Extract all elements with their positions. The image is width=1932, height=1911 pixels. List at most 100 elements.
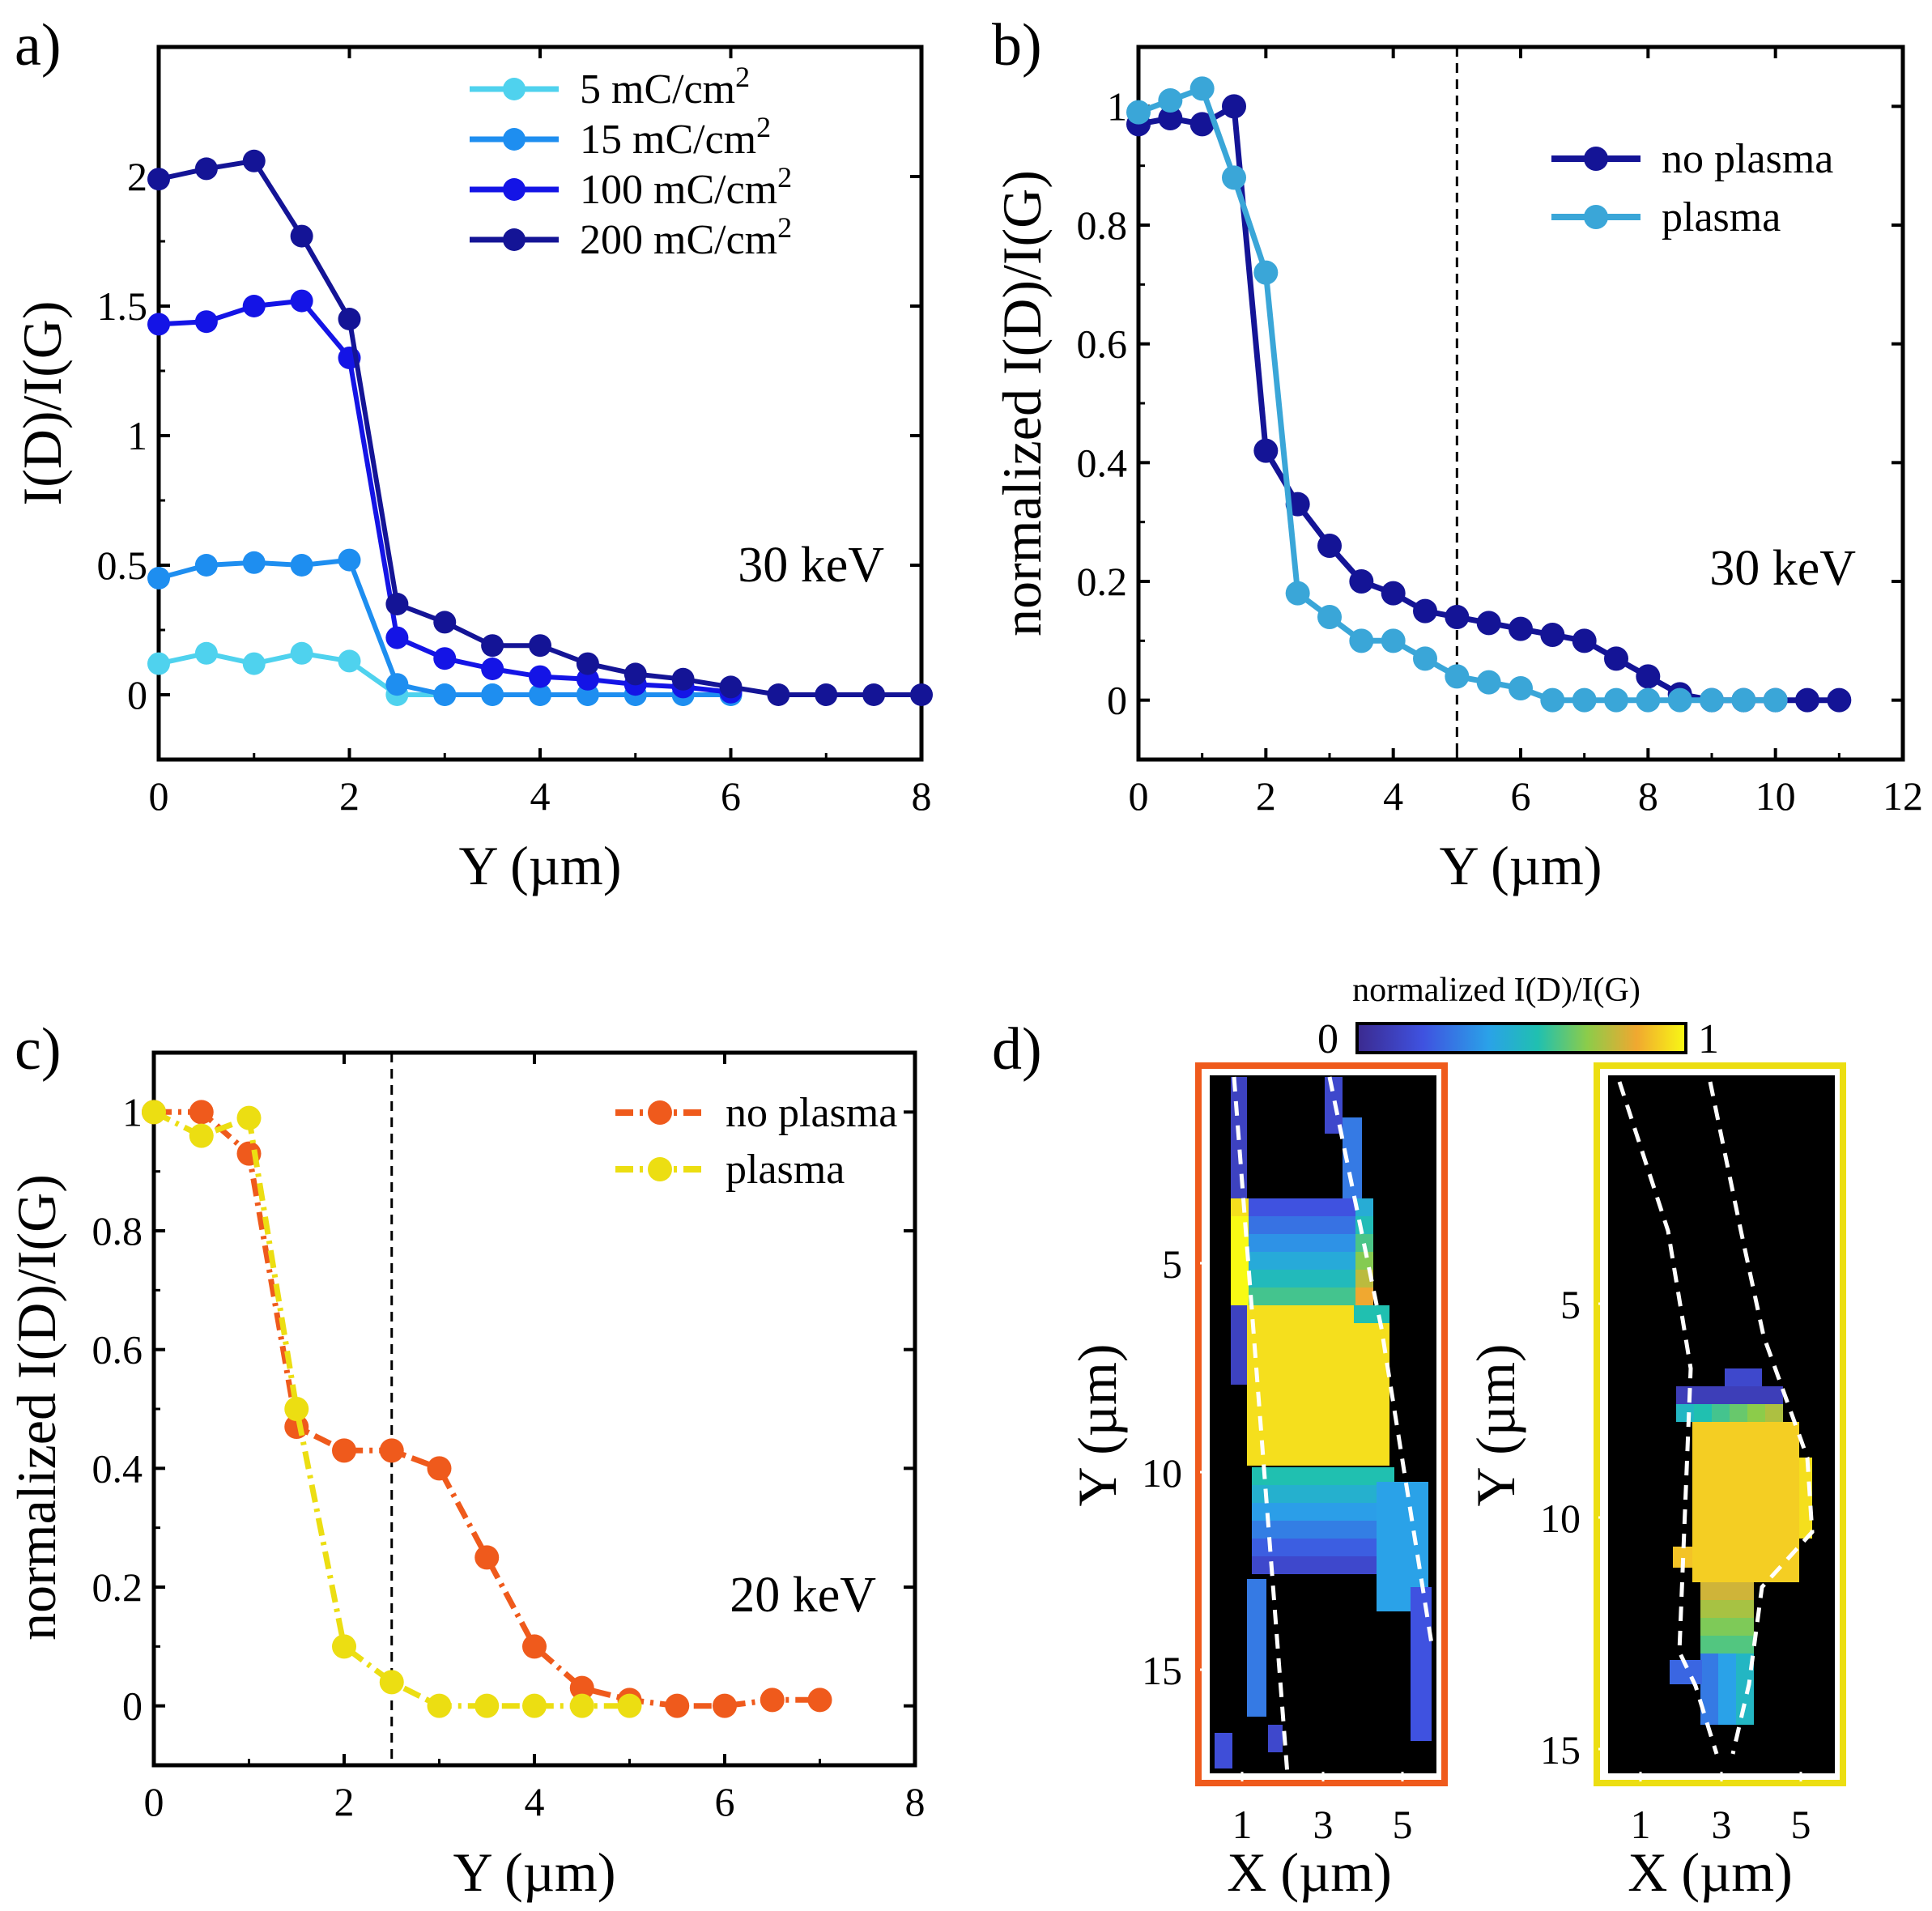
map-cell	[1736, 1636, 1754, 1654]
data-point	[433, 683, 457, 706]
data-point	[576, 683, 599, 706]
map-cell	[1341, 1503, 1359, 1521]
map-cell	[1746, 1511, 1764, 1529]
map-cell	[1338, 1198, 1355, 1216]
map-1-ylabel: Y (µm)	[1066, 1344, 1128, 1507]
data-point	[1189, 76, 1215, 101]
map-cell	[1231, 1252, 1249, 1270]
map-cell	[1284, 1216, 1302, 1234]
x-tick-label: 2	[339, 773, 360, 819]
map-1-edge-left	[1232, 1076, 1290, 1776]
data-point	[147, 567, 170, 589]
legend-label: plasma	[726, 1147, 845, 1193]
series-line-plasma	[152, 1109, 630, 1709]
legend-label: no plasma	[1662, 136, 1833, 182]
data-point	[338, 308, 361, 330]
legend-marker	[1584, 147, 1608, 171]
map-cell	[1284, 1252, 1302, 1270]
data-point	[1731, 687, 1756, 713]
map-cell	[1318, 1359, 1336, 1377]
map-cell	[1305, 1539, 1323, 1556]
panel-c-series	[142, 1100, 832, 1718]
data-point	[529, 683, 551, 706]
map-cell	[1736, 1582, 1754, 1600]
map-cell	[1320, 1234, 1338, 1252]
data-point	[385, 673, 409, 696]
data-point	[1189, 112, 1215, 137]
data-point	[1445, 605, 1470, 629]
legend-label-superscript: 2	[735, 61, 750, 93]
panel-b-ylabel: normalized I(D)/I(G)	[991, 170, 1053, 636]
data-point	[807, 1688, 832, 1713]
map-cell	[1247, 1394, 1265, 1412]
map-cell	[1265, 1359, 1283, 1377]
data-point	[1604, 646, 1628, 671]
map-cell	[1300, 1377, 1318, 1394]
map-cell	[1336, 1430, 1354, 1448]
data-point	[713, 1693, 737, 1718]
data-point	[189, 1100, 214, 1125]
data-point	[189, 1123, 214, 1148]
map-cell	[1355, 1198, 1373, 1216]
map-cell	[1266, 1198, 1284, 1216]
map-1-edge-right	[1327, 1076, 1434, 1645]
x-tick-label: 8	[1638, 773, 1658, 819]
map-cell	[1718, 1654, 1736, 1671]
map-cell	[1746, 1547, 1764, 1564]
map-cell	[1265, 1377, 1283, 1394]
map-cell	[1265, 1430, 1283, 1448]
data-point	[338, 649, 361, 673]
map-cell	[1764, 1493, 1781, 1511]
panel-b-xlabel: Y (µm)	[1440, 835, 1602, 896]
data-point	[194, 157, 218, 181]
map-cell	[1765, 1404, 1783, 1422]
data-point	[1540, 623, 1565, 647]
map-cell	[1305, 1556, 1323, 1574]
map-cell	[1300, 1430, 1318, 1448]
map-cell	[1318, 1394, 1336, 1412]
panel-a-annotation: 30 keV	[738, 538, 884, 593]
map-cell	[1676, 1404, 1694, 1422]
map-cell	[1692, 1547, 1710, 1564]
data-point	[1795, 687, 1819, 713]
map-cell	[1265, 1448, 1283, 1466]
map-cell	[1700, 1671, 1718, 1689]
map-y-tick-label: 10	[1142, 1450, 1182, 1496]
map-cell	[1730, 1386, 1747, 1404]
data-point	[665, 1693, 690, 1718]
data-point	[576, 667, 599, 691]
map-cell	[1318, 1323, 1336, 1341]
map-cell	[1300, 1412, 1318, 1430]
data-point	[242, 295, 266, 317]
panel-a-series	[147, 149, 933, 706]
map-cell	[1372, 1412, 1389, 1430]
map-cell	[1265, 1341, 1283, 1359]
legend-marker	[503, 228, 526, 251]
map-cell	[1355, 1252, 1373, 1270]
map-cell	[1764, 1458, 1781, 1475]
map-cell	[1355, 1234, 1373, 1252]
data-point	[147, 652, 170, 675]
data-point	[332, 1634, 356, 1659]
map-cell	[1747, 1386, 1765, 1404]
map-cell	[1728, 1529, 1746, 1547]
data-point	[1285, 581, 1310, 606]
x-tick-label: 6	[1511, 773, 1531, 819]
data-point	[1700, 687, 1724, 713]
map-cell	[1746, 1422, 1764, 1440]
legend-label: 15 mC/cm2	[580, 111, 771, 163]
data-point	[1509, 616, 1533, 641]
panel-a-axes: 0 2 4 6 8 0 0.5 1 1.5 2	[97, 47, 932, 819]
map-cell	[1249, 1216, 1266, 1234]
map-cell	[1781, 1440, 1799, 1458]
map-cell	[1266, 1234, 1284, 1252]
data-point	[623, 662, 647, 686]
map-cell	[1283, 1377, 1300, 1394]
data-point	[1381, 581, 1406, 606]
map-cell	[1300, 1359, 1318, 1377]
map-cell	[1302, 1287, 1320, 1305]
map-cell	[1341, 1467, 1359, 1485]
map-cell	[1728, 1475, 1746, 1493]
map-cell	[1287, 1539, 1305, 1556]
map-cell	[1336, 1341, 1354, 1359]
